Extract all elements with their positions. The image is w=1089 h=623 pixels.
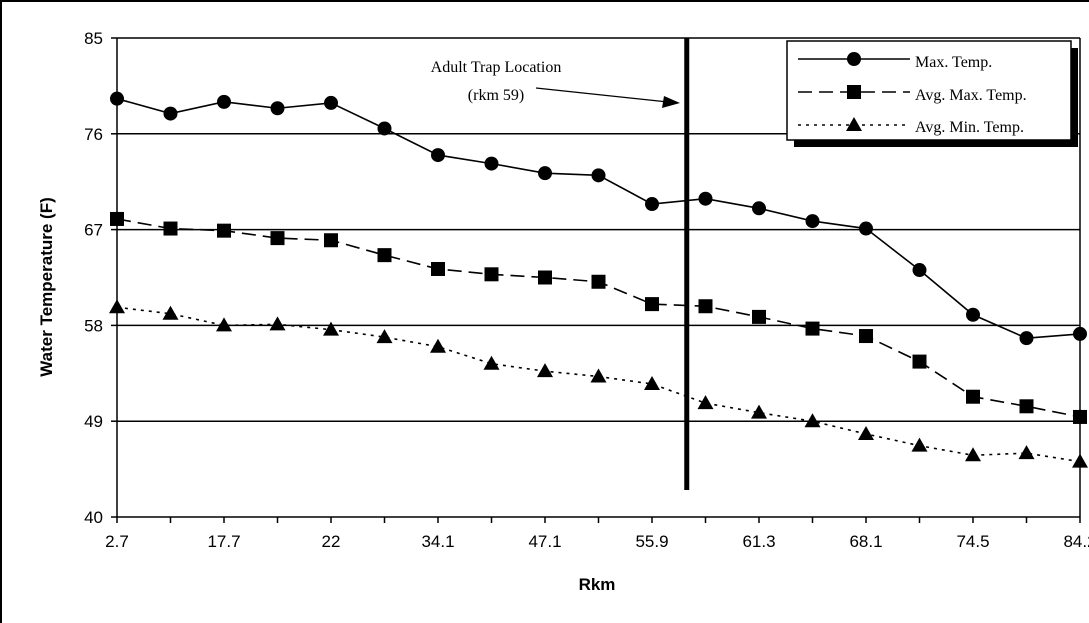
point-1-4 (324, 233, 338, 248)
point-0-1 (163, 106, 178, 121)
annotation-line-1: Adult Trap Location (431, 59, 562, 76)
point-1-1 (163, 221, 178, 236)
point-2-1 (162, 305, 179, 320)
point-0-13 (805, 214, 820, 229)
x-tick-label-1: 17.7 (207, 532, 240, 551)
x-axis-title: Rkm (579, 575, 616, 594)
y-tick-label-58: 58 (84, 316, 103, 335)
series-layer (109, 91, 1088, 468)
point-2-2 (216, 317, 232, 332)
point-1-17 (1019, 399, 1034, 414)
legend-label-2: Avg. Min. Temp. (915, 119, 1024, 136)
y-tick-label-49: 49 (84, 412, 103, 431)
point-0-0 (110, 91, 124, 106)
point-2-8 (537, 363, 553, 378)
x-tick-label-8: 74.5 (956, 532, 989, 551)
y-tick-label-67: 67 (84, 221, 103, 240)
y-axis-title: Water Temperature (F) (37, 197, 56, 376)
point-2-16 (965, 447, 981, 462)
legend-label-0: Max. Temp. (915, 54, 992, 71)
point-1-3 (270, 231, 285, 246)
legend-box (786, 40, 1072, 141)
point-2-11 (697, 395, 714, 410)
point-2-17 (1018, 445, 1035, 460)
legend-items (798, 52, 910, 131)
point-1-5 (377, 248, 392, 263)
point-0-5 (377, 121, 392, 136)
legend: Max. Temp. Avg. Max. Temp. Avg. Min. Tem… (786, 40, 1078, 147)
point-2-0 (109, 299, 125, 314)
point-2-10 (644, 375, 660, 390)
point-2-5 (376, 329, 393, 344)
x-tick-label-0: 2.7 (105, 532, 129, 551)
point-1-0 (110, 211, 124, 226)
point-1-15 (912, 354, 927, 369)
point-1-2 (217, 223, 231, 238)
point-0-16 (966, 307, 980, 322)
series-1 (110, 211, 1087, 424)
series-line-1 (116, 218, 1081, 418)
y-tick-label-76: 76 (84, 125, 103, 144)
x-tick-label-4: 47.1 (528, 532, 561, 551)
point-0-17 (1019, 331, 1034, 346)
y-tick-label-85: 85 (84, 29, 103, 48)
point-2-3 (269, 316, 286, 331)
point-1-9 (591, 274, 606, 289)
annotation-arrow-shaft (535, 87, 669, 103)
annotation-arrow-head (662, 96, 680, 108)
point-2-14 (858, 425, 874, 440)
point-0-9 (591, 168, 606, 183)
point-0-6 (431, 148, 445, 163)
point-1-6 (431, 261, 445, 276)
point-0-7 (484, 156, 499, 171)
point-0-12 (752, 201, 766, 216)
point-2-18 (1072, 453, 1088, 468)
legend-label-1: Avg. Max. Temp. (915, 87, 1027, 104)
x-tick-label-5: 55.9 (635, 532, 668, 551)
x-tick-label-7: 68.1 (849, 532, 882, 551)
legend-marker-1 (847, 85, 861, 99)
point-2-13 (804, 413, 821, 428)
x-tick-label-9: 84.2 (1063, 532, 1089, 551)
y-tick-label-40: 40 (84, 508, 103, 527)
point-1-13 (805, 321, 820, 336)
point-2-12 (751, 404, 767, 419)
point-2-15 (911, 437, 928, 452)
point-0-15 (912, 263, 927, 278)
series-line-2 (116, 306, 1081, 463)
point-2-9 (590, 368, 607, 383)
point-1-12 (752, 309, 766, 324)
axes: 40 49 58 67 76 85 2.7 17.7 22 34.1 47.1 55.9 61.3 68.… (84, 29, 1089, 551)
point-1-7 (484, 267, 499, 282)
point-2-4 (323, 321, 339, 336)
point-0-8 (538, 166, 552, 181)
point-0-18 (1073, 326, 1087, 341)
series-2 (109, 299, 1088, 468)
point-0-11 (698, 191, 713, 206)
annotation-line-2: (rkm 59) (468, 87, 524, 104)
x-tick-label-2: 22 (322, 532, 341, 551)
point-2-7 (483, 355, 500, 370)
x-tick-label-6: 61.3 (742, 532, 775, 551)
point-0-4 (324, 95, 338, 110)
point-0-2 (217, 94, 231, 109)
point-1-10 (645, 297, 659, 312)
legend-marker-2 (846, 117, 862, 131)
point-1-14 (859, 329, 873, 344)
series-0 (110, 91, 1087, 346)
point-0-3 (270, 101, 285, 116)
point-1-16 (966, 389, 980, 404)
x-tick-label-3: 34.1 (421, 532, 454, 551)
point-1-8 (538, 270, 552, 285)
point-2-6 (430, 338, 446, 353)
legend-marker-0 (847, 52, 861, 66)
trap-marker (535, 38, 690, 490)
point-0-14 (859, 221, 873, 236)
point-0-10 (645, 197, 659, 212)
point-1-18 (1073, 409, 1087, 424)
point-1-11 (698, 299, 713, 314)
